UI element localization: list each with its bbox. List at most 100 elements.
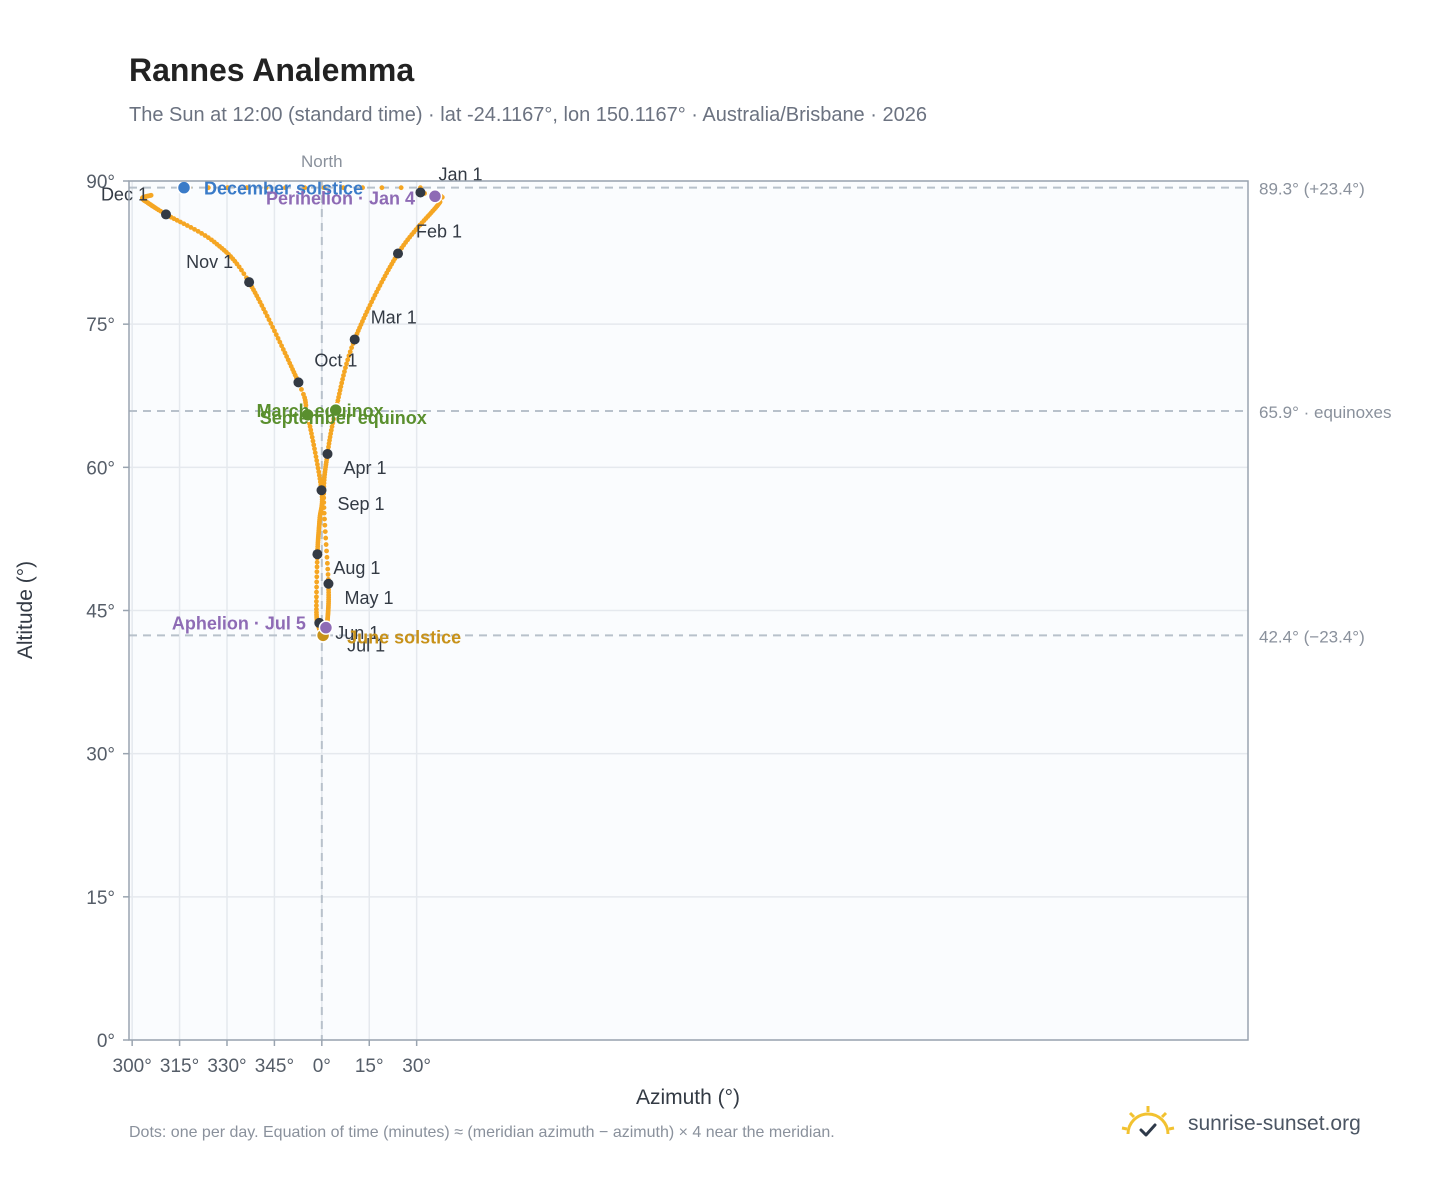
day-dot <box>273 332 279 338</box>
meridian-label: North <box>301 152 343 171</box>
day-dot <box>343 365 348 371</box>
event-label: December solstice <box>204 179 363 199</box>
reference-line-label: 89.3° (+23.4°) <box>1259 180 1365 199</box>
x-tick-label: 330° <box>207 1056 246 1077</box>
day-dot <box>283 185 288 191</box>
day-dot <box>316 469 322 475</box>
day-dot <box>316 472 322 478</box>
day-dot <box>315 465 321 471</box>
y-tick-label: 60° <box>86 458 115 479</box>
day-dot <box>192 226 197 232</box>
event-markers: December solstice March equinoxSeptember … <box>172 179 461 648</box>
day-dot <box>205 185 211 191</box>
month-label: Feb 1 <box>416 222 462 242</box>
page-subtitle: The Sun at 12:00 (standard time) · lat -… <box>129 104 927 126</box>
day-dot <box>225 185 231 191</box>
day-dot <box>324 554 330 560</box>
y-tick-label: 0° <box>97 1031 115 1052</box>
day-dot <box>314 589 319 595</box>
reference-line-label: 42.4° (−23.4°) <box>1259 627 1365 646</box>
day-dot <box>263 185 269 191</box>
event-label: June solstice <box>347 627 461 647</box>
month-label: Jul 1 <box>347 635 385 655</box>
month-marker <box>244 277 255 288</box>
day-dot <box>244 185 250 191</box>
day-dot <box>345 357 351 363</box>
day-dot <box>268 321 274 326</box>
sun-logo-icon <box>1121 1106 1175 1137</box>
day-dot <box>309 434 315 440</box>
day-dot <box>322 529 328 534</box>
y-tick-label: 15° <box>86 888 115 909</box>
day-dot <box>277 339 283 345</box>
day-dot <box>344 361 349 367</box>
day-dot <box>313 603 319 608</box>
y-tick-label: 30° <box>86 745 115 766</box>
day-dot <box>272 328 277 334</box>
day-dot <box>279 343 284 349</box>
event-label: Perihelion · Jan 4 <box>266 188 415 208</box>
x-tick-label: 315° <box>160 1056 199 1077</box>
month-label: Dec 1 <box>101 184 148 204</box>
day-dot <box>184 223 190 228</box>
day-dot <box>314 594 319 600</box>
day-dot <box>331 416 337 422</box>
day-dot <box>312 446 317 452</box>
day-dot <box>379 185 385 191</box>
y-axis-label: Altitude (°) <box>14 561 37 659</box>
month-label: May 1 <box>344 588 393 608</box>
brand[interactable]: sunrise-sunset.org <box>1120 1104 1361 1144</box>
plot-frame <box>128 180 1249 1041</box>
event-marker <box>328 402 343 418</box>
day-dot <box>313 454 319 460</box>
day-dot <box>314 606 319 612</box>
day-dot <box>262 310 268 315</box>
day-dot <box>346 353 352 359</box>
day-dot <box>302 185 308 191</box>
month-marker <box>160 209 171 220</box>
x-tick-label: 15° <box>355 1056 384 1077</box>
event-marker <box>318 620 334 635</box>
day-dot <box>282 350 288 356</box>
y-tick-label: 75° <box>86 315 115 336</box>
reference-lines: North 89.3° (+23.4°) 65.9° · equinoxes 42.4… <box>129 152 1392 1040</box>
y-tick-label: 90° <box>86 172 115 193</box>
day-dot <box>329 424 335 430</box>
day-dot <box>324 548 329 554</box>
day-dot <box>314 579 320 585</box>
event-marker <box>300 407 315 423</box>
day-dot <box>324 560 330 566</box>
day-dot <box>195 228 201 234</box>
day-dot <box>309 431 314 436</box>
day-dot <box>360 185 365 191</box>
reference-line-label: 65.9° · equinoxes <box>1259 403 1392 422</box>
day-dot <box>339 380 345 386</box>
day-dot <box>340 376 345 382</box>
x-axis-label: Azimuth (°) <box>636 1086 740 1109</box>
day-dot <box>322 522 328 528</box>
event-marker <box>427 189 443 204</box>
event-marker <box>176 180 192 195</box>
month-label: Mar 1 <box>371 307 417 327</box>
day-dot <box>325 566 331 572</box>
day-dot <box>325 572 331 577</box>
day-dot <box>330 420 336 426</box>
x-tick-label: 300° <box>113 1056 152 1077</box>
day-dot <box>323 542 329 547</box>
day-dot <box>398 185 404 191</box>
day-dot <box>349 345 355 351</box>
day-dot <box>299 386 304 392</box>
day-dot <box>314 564 320 570</box>
day-dot <box>315 461 320 467</box>
month-marker <box>323 578 334 589</box>
day-dot <box>280 346 286 352</box>
day-dot <box>241 271 247 277</box>
day-dot <box>314 574 320 580</box>
footnote: Dots: one per day. Equation of time (min… <box>129 1124 835 1141</box>
day-dot <box>314 599 319 604</box>
month-marker <box>293 377 304 388</box>
x-tick-label: 345° <box>255 1056 294 1077</box>
month-label: Nov 1 <box>186 252 233 272</box>
day-dot <box>314 458 320 463</box>
